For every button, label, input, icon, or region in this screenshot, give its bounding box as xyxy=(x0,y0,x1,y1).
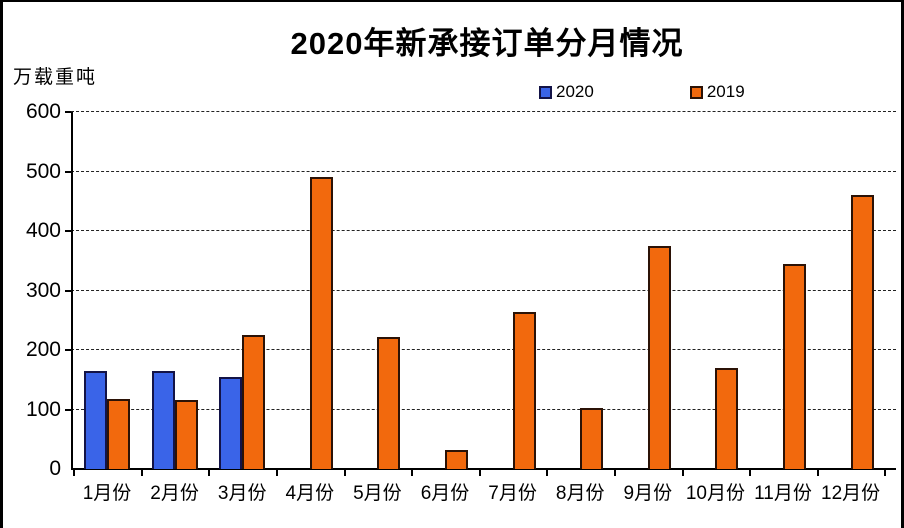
y-axis-tick-600 xyxy=(65,111,71,113)
x-axis-tick-0 xyxy=(73,470,76,476)
x-axis-line xyxy=(71,468,896,470)
bar-2019-10月份 xyxy=(715,367,739,469)
x-axis-tick-9 xyxy=(681,470,684,476)
x-tick-label-11: 11月份 xyxy=(754,483,812,504)
x-tick-label-10: 10月份 xyxy=(685,483,745,504)
bar-2019-6月份 xyxy=(445,449,468,469)
legend-label-2020: 2020 xyxy=(556,82,594,101)
legend-swatch-2020 xyxy=(539,85,552,99)
x-tick-label-9: 9月份 xyxy=(623,483,673,504)
bar-2020-1月份 xyxy=(84,370,107,469)
bar-2020-2月份 xyxy=(151,370,175,469)
x-axis-tick-7 xyxy=(546,470,549,476)
bar-2019-1月份 xyxy=(107,399,130,469)
y-axis-tick-100 xyxy=(65,408,71,411)
gridline-100 xyxy=(71,408,896,410)
x-axis-tick-5 xyxy=(411,470,414,476)
legend: 2020 2019 xyxy=(539,82,745,102)
x-axis-tick-11 xyxy=(816,470,819,476)
x-tick-label-8: 8月份 xyxy=(555,483,605,504)
legend-item-2020: 2020 xyxy=(539,82,594,102)
x-axis-tick-10 xyxy=(749,470,752,476)
x-tick-label-3: 3月份 xyxy=(217,483,267,504)
x-tick-label-6: 6月份 xyxy=(420,483,470,504)
bar-2019-2月份 xyxy=(174,399,198,469)
bar-2019-8月份 xyxy=(580,408,604,469)
x-tick-label-4: 4月份 xyxy=(285,483,335,504)
x-tick-label-2: 2月份 xyxy=(150,483,199,504)
gridline-200 xyxy=(71,349,896,350)
bar-2019-11月份 xyxy=(783,263,806,469)
bar-2019-9月份 xyxy=(647,246,671,469)
x-axis-tick-3 xyxy=(276,470,278,476)
y-tick-label-100: 100 xyxy=(25,397,61,421)
x-axis-tick-4 xyxy=(343,470,346,476)
x-axis-tick-1 xyxy=(140,470,143,476)
bar-2019-4月份 xyxy=(309,177,333,469)
bar-2020-3月份 xyxy=(219,376,243,469)
y-tick-label-0: 0 xyxy=(49,457,61,480)
x-axis-tick-2 xyxy=(208,470,211,476)
bar-2019-3月份 xyxy=(242,335,266,469)
x-tick-label-12: 12月份 xyxy=(821,483,881,504)
legend-swatch-2019 xyxy=(689,85,703,99)
y-tick-label-300: 300 xyxy=(25,278,61,302)
gridline-600 xyxy=(71,111,896,112)
y-tick-label-600: 600 xyxy=(25,100,61,123)
gridline-500 xyxy=(71,170,896,172)
y-axis-unit-label: 万载重吨 xyxy=(13,67,98,88)
legend-label-2019: 2019 xyxy=(706,82,745,101)
bar-2019-7月份 xyxy=(512,311,536,469)
gridline-400 xyxy=(71,230,896,231)
gridline-300 xyxy=(71,289,896,291)
y-tick-label-500: 500 xyxy=(25,159,61,183)
bar-2019-5月份 xyxy=(377,336,401,469)
chart-title: 2020年新承接订单分月情况 xyxy=(290,26,684,61)
x-tick-label-1: 1月份 xyxy=(82,483,132,504)
x-axis-tick-6 xyxy=(478,470,481,476)
x-tick-label-7: 7月份 xyxy=(488,483,537,504)
y-axis-tick-300 xyxy=(65,289,71,292)
x-tick-label-5: 5月份 xyxy=(353,483,402,504)
x-axis-tick-12 xyxy=(884,470,887,476)
y-axis-tick-200 xyxy=(65,349,71,351)
y-axis-tick-500 xyxy=(65,170,71,173)
bar-2019-12月份 xyxy=(850,195,874,469)
legend-item-2019: 2019 xyxy=(689,82,745,102)
x-axis-tick-8 xyxy=(614,470,616,476)
y-tick-label-400: 400 xyxy=(25,219,61,242)
y-axis-tick-400 xyxy=(65,230,71,232)
y-axis-line xyxy=(71,112,73,469)
y-tick-label-200: 200 xyxy=(25,338,61,361)
